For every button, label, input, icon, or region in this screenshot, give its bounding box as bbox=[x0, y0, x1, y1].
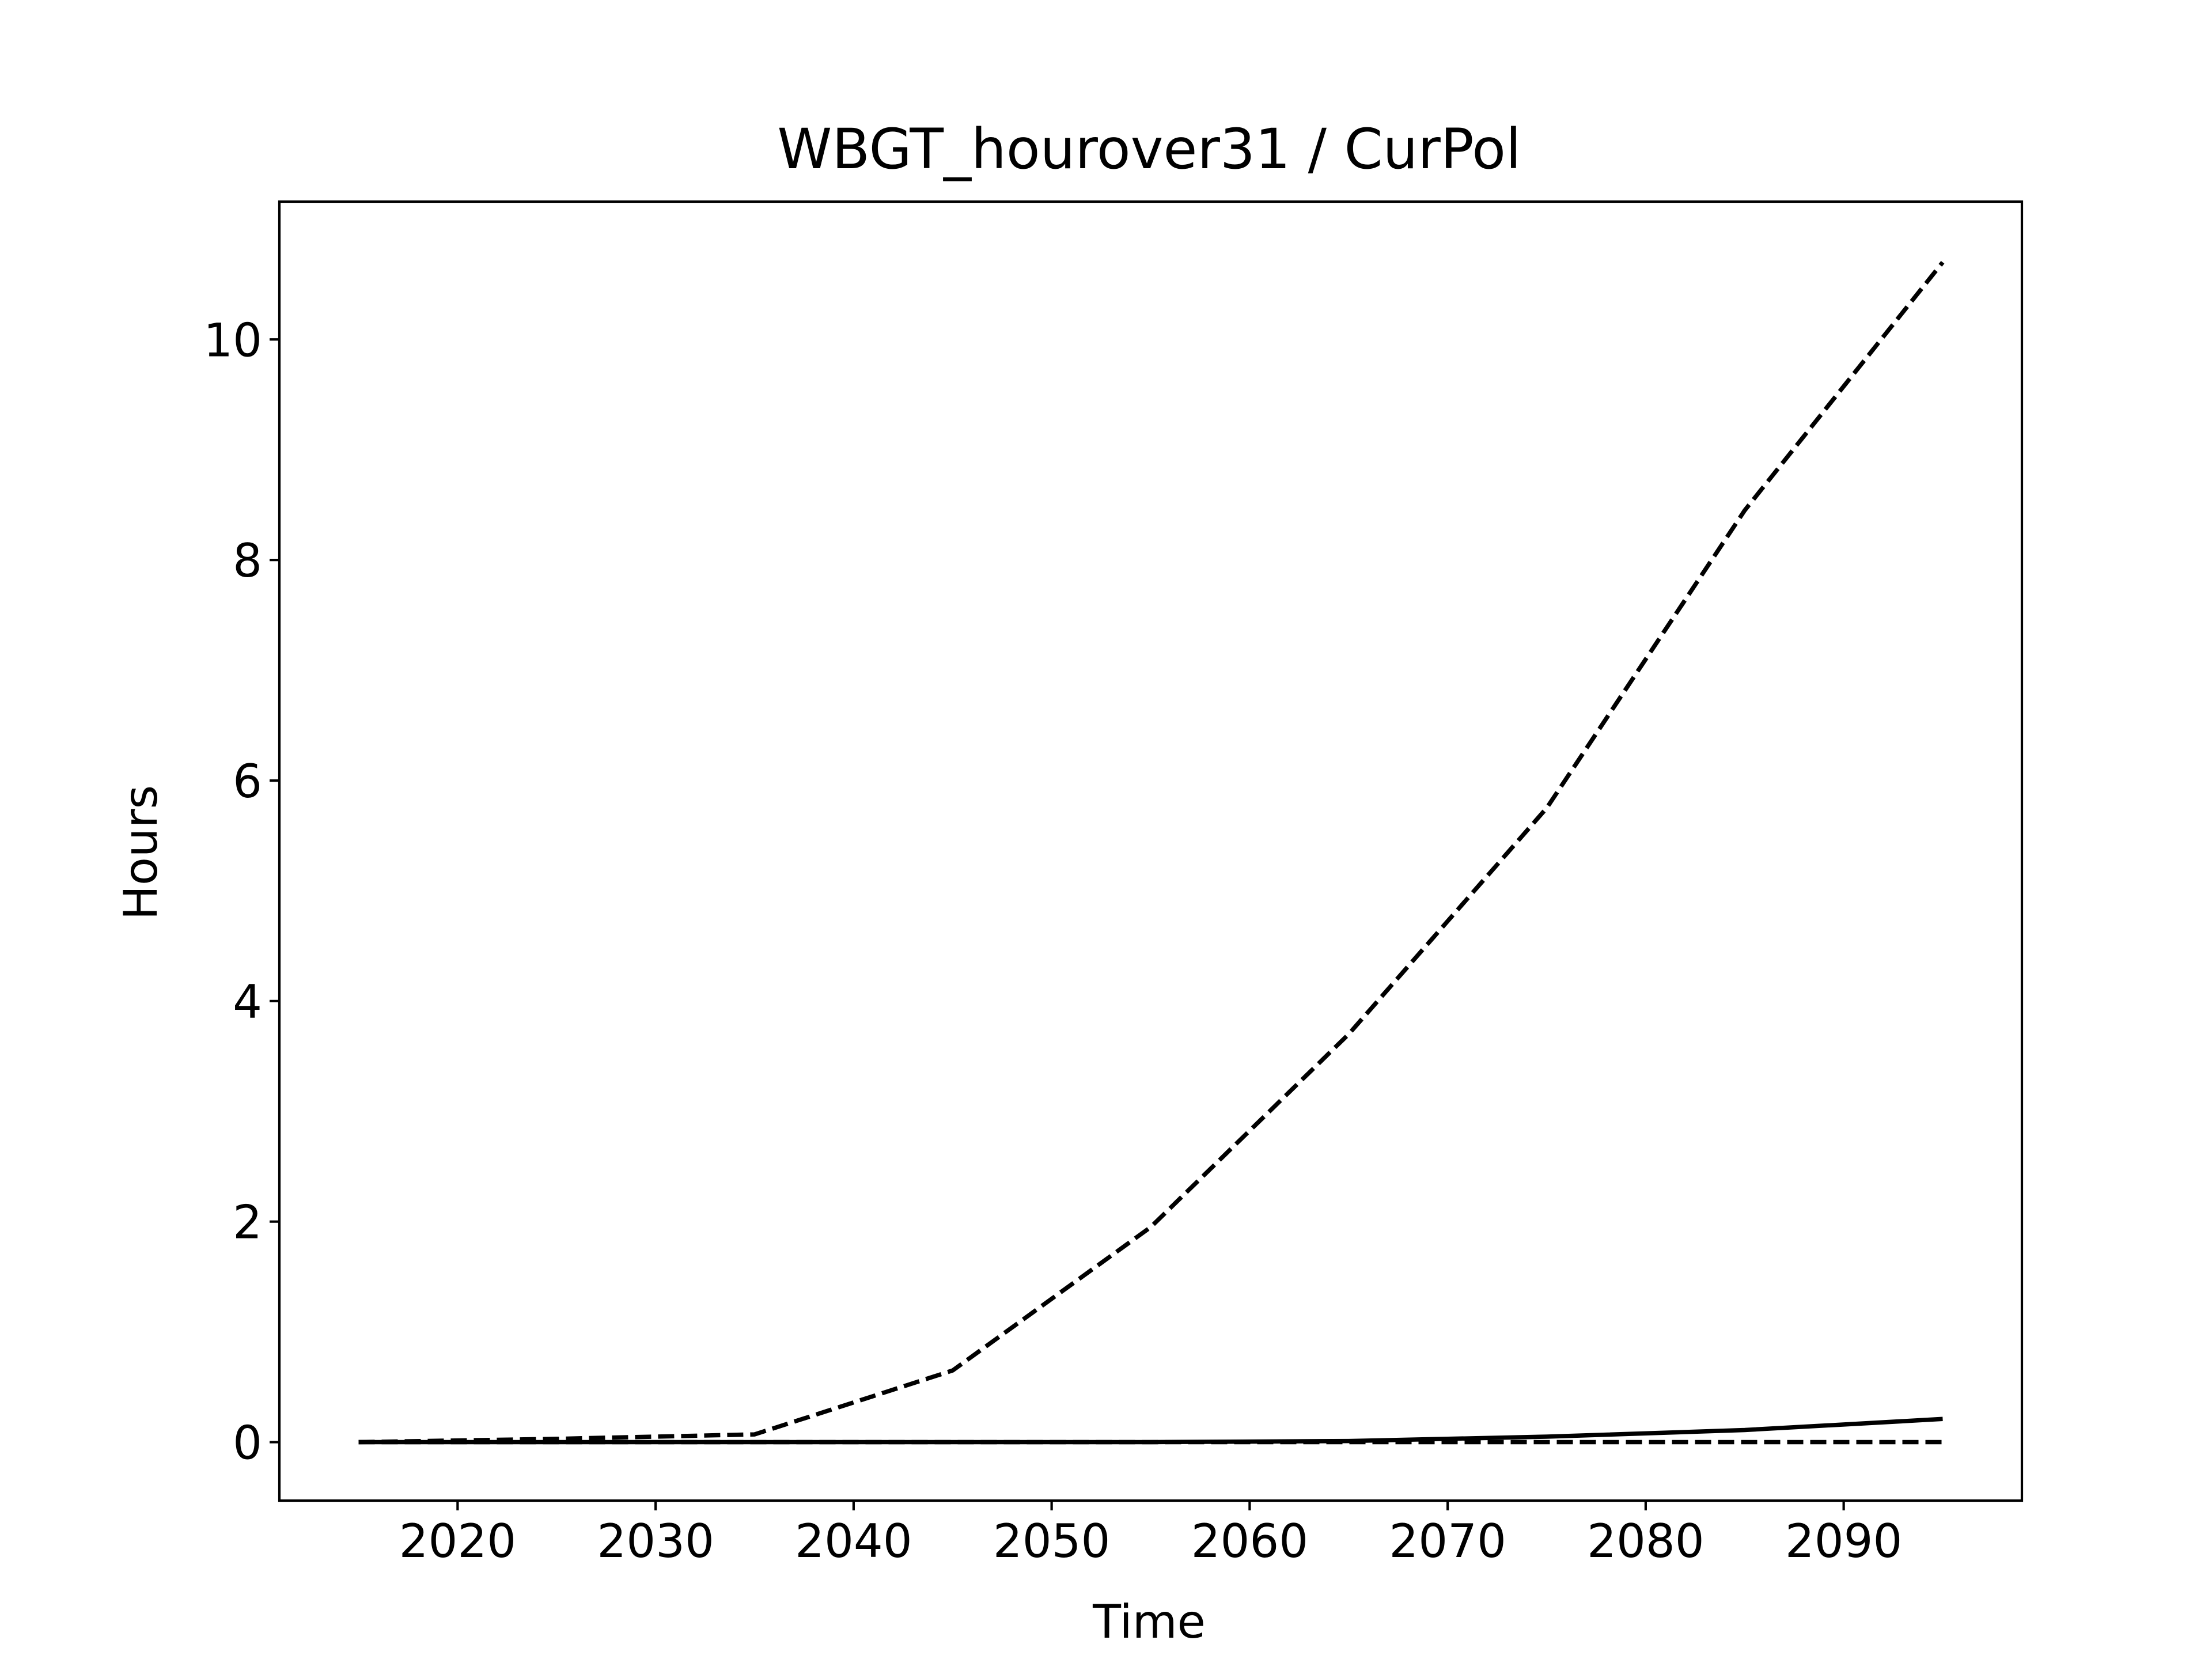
y-tick-label: 6 bbox=[233, 755, 262, 808]
x-tick-label: 2070 bbox=[1389, 1514, 1506, 1568]
x-tick-label: 2030 bbox=[597, 1514, 714, 1568]
x-tick-label: 2040 bbox=[795, 1514, 912, 1568]
x-tick-label: 2080 bbox=[1587, 1514, 1705, 1568]
y-tick-label: 0 bbox=[233, 1416, 262, 1470]
y-tick-label: 8 bbox=[233, 534, 262, 588]
x-axis-label: Time bbox=[1092, 1595, 1206, 1649]
y-tick-label: 2 bbox=[233, 1196, 262, 1249]
x-tick-label: 2090 bbox=[1785, 1514, 1903, 1568]
y-axis-label: Hours bbox=[114, 785, 168, 920]
chart-title: WBGT_hourover31 / CurPol bbox=[777, 117, 1521, 181]
x-tick-label: 2050 bbox=[993, 1514, 1111, 1568]
y-tick-label: 10 bbox=[203, 313, 262, 367]
x-tick-label: 2020 bbox=[399, 1514, 517, 1568]
x-tick-label: 2060 bbox=[1191, 1514, 1309, 1568]
y-tick-label: 4 bbox=[233, 975, 262, 1029]
